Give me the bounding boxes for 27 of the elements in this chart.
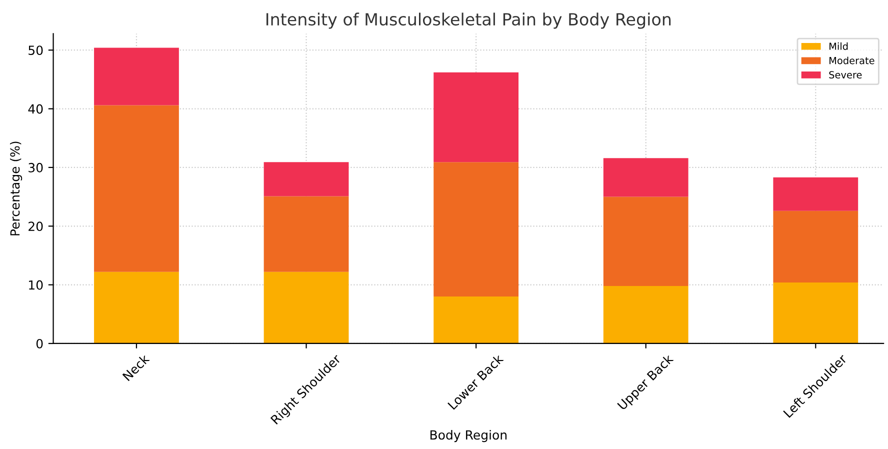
bar: [603, 286, 688, 344]
bar: [94, 48, 179, 106]
bar: [434, 72, 519, 162]
y-tick-label: 20: [28, 222, 43, 232]
y-tick-label: 30: [28, 162, 43, 172]
bar: [94, 105, 179, 272]
bar: [773, 177, 858, 211]
bar: [264, 196, 349, 272]
bar: [603, 158, 688, 197]
bar: [434, 296, 519, 344]
x-axis-title: Body Region: [430, 430, 507, 442]
y-tick-label: 0: [36, 338, 43, 348]
legend-label: Moderate: [830, 56, 874, 64]
y-tick-label: 10: [29, 280, 43, 290]
y-tick-label: 50: [28, 46, 43, 56]
y-axis-title: Percentage (%): [10, 142, 22, 236]
legend-label: Mild: [830, 42, 848, 50]
legend-label: Severe: [829, 71, 862, 78]
bar: [603, 196, 688, 286]
bar: [773, 210, 858, 282]
bar: [94, 272, 179, 344]
bar: [264, 162, 349, 196]
bar: [773, 282, 858, 344]
chart-title: Intensity of Musculoskeletal Pain by Body Region: [266, 12, 671, 29]
bar: [264, 272, 349, 344]
y-tick-label: 40: [28, 104, 43, 114]
bar: [434, 162, 519, 297]
